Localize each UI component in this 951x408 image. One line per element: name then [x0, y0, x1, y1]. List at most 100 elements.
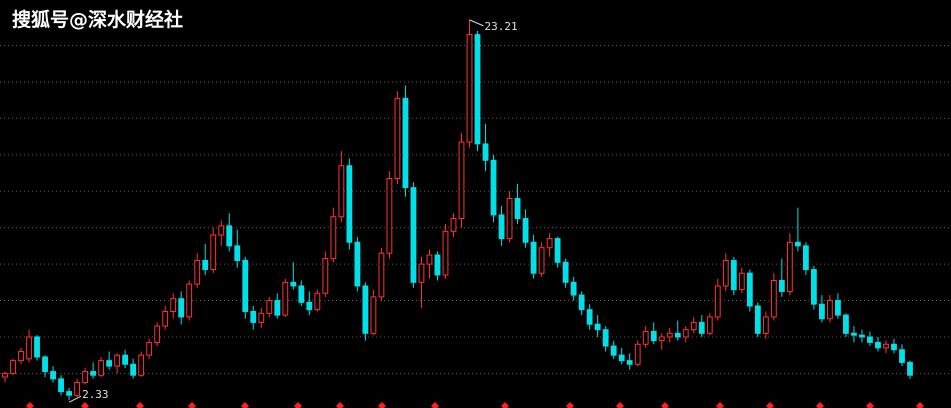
candle-body [74, 382, 80, 396]
candle-body [762, 316, 769, 334]
candle-body [426, 254, 433, 265]
candle-body [730, 259, 737, 291]
time-marker [816, 402, 824, 408]
candle-body [586, 309, 593, 325]
time-marker [378, 402, 386, 408]
candle-body [258, 312, 265, 323]
time-marker [26, 402, 34, 408]
candle-body [274, 300, 281, 316]
candle-body [466, 34, 473, 143]
candle-body [658, 336, 665, 342]
candle-body [218, 225, 225, 236]
candle-body [835, 300, 841, 316]
candle-body [594, 323, 601, 331]
candle-body [90, 371, 96, 376]
candle-body [867, 336, 873, 343]
candle-body [674, 332, 681, 338]
candle-body [506, 198, 513, 240]
candle-body [146, 341, 153, 356]
candle-body [778, 280, 785, 292]
candle-body [819, 303, 825, 320]
candle-body [562, 261, 569, 283]
candle-body [410, 187, 417, 283]
candle-body [250, 310, 257, 323]
candle-body [682, 329, 689, 338]
candle-body [210, 234, 217, 271]
candle-body [450, 218, 457, 232]
low-label: 2.33 [82, 388, 109, 401]
candle-body [578, 294, 585, 311]
candle-body [666, 332, 673, 338]
time-marker [566, 402, 574, 408]
candle-body [82, 371, 88, 384]
time-marker [336, 402, 344, 408]
candle-body [546, 238, 553, 249]
candle-body [194, 259, 201, 285]
candle-body [754, 305, 761, 334]
candle-body [618, 354, 625, 362]
candle-body [242, 259, 249, 312]
candle-body [714, 285, 721, 318]
high-label: 23.21 [485, 20, 518, 33]
candle-body [474, 34, 481, 145]
candle-body [602, 329, 609, 347]
candle-body [851, 332, 857, 336]
candle-body [490, 159, 497, 216]
candle-body [346, 165, 353, 243]
time-marker [241, 402, 249, 408]
candle-body [42, 356, 48, 373]
candle-body [794, 241, 801, 247]
candle-body [170, 298, 177, 312]
candle-body [162, 310, 169, 327]
annotation-arrow [469, 19, 484, 27]
candle-body [98, 360, 105, 376]
candle-body [154, 325, 161, 343]
candle-body [634, 343, 641, 365]
candle-body [883, 343, 889, 349]
candle-body [2, 372, 8, 378]
time-marker [188, 402, 196, 408]
candle-body [706, 316, 713, 334]
candle-body [610, 345, 617, 356]
candle-body [322, 258, 329, 294]
candle-body [802, 245, 809, 271]
candle-body [514, 198, 521, 220]
candle-body [498, 214, 505, 240]
annotation-arrow [68, 395, 82, 403]
candle-body [50, 371, 56, 380]
candle-body [26, 336, 32, 360]
candle-body [266, 300, 273, 314]
time-marker [661, 402, 669, 408]
candle-body [186, 283, 193, 318]
candles [2, 19, 913, 401]
candle-body [875, 341, 881, 349]
candle-body [434, 254, 441, 276]
candle-body [722, 259, 729, 287]
candle-body [891, 343, 897, 351]
candle-body [378, 252, 385, 298]
candle-body [442, 230, 449, 276]
candle-body [642, 331, 649, 345]
time-marker [81, 402, 89, 408]
candle-body [650, 331, 657, 342]
candle-body [130, 363, 137, 376]
candle-body [738, 272, 745, 291]
candle-body [626, 360, 633, 365]
time-marker [616, 402, 624, 408]
time-marker [716, 402, 724, 408]
candle-body [106, 360, 113, 367]
time-marker [916, 402, 924, 408]
candle-body [362, 285, 369, 334]
candle-body [314, 292, 321, 311]
candle-body [202, 259, 209, 271]
candle-body [690, 321, 697, 331]
candle-body [298, 285, 305, 303]
candle-body [530, 241, 537, 274]
candle-body [370, 296, 377, 334]
candle-body [282, 281, 289, 316]
candle-body [899, 349, 905, 363]
candle-body [34, 336, 40, 358]
candle-body [810, 269, 817, 305]
candle-body [907, 361, 913, 376]
